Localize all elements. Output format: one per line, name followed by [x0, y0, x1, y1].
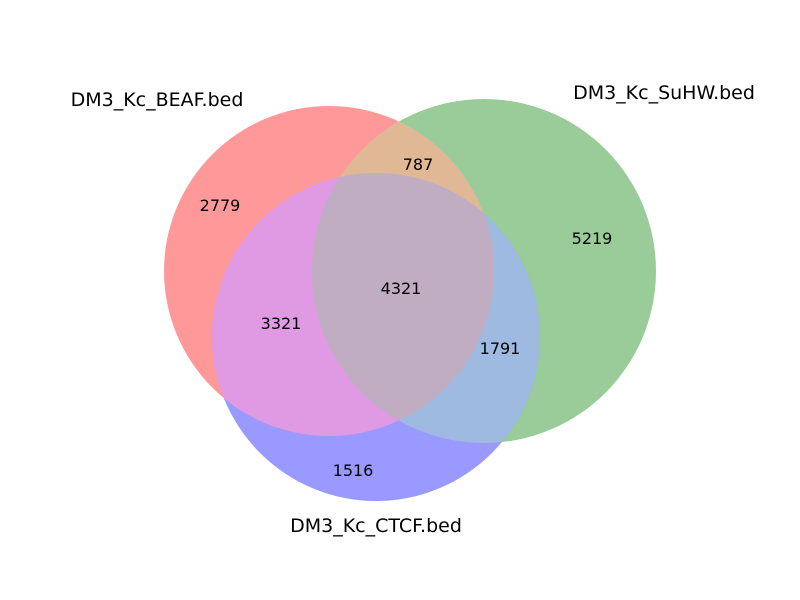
region-b-only-count: 5219: [572, 229, 613, 248]
region-a-only-count: 2779: [200, 196, 241, 215]
region-abc-count: 4321: [381, 279, 422, 298]
region-c-only-count: 1516: [333, 461, 374, 480]
region-bc-count: 1791: [480, 339, 521, 358]
region-ab-count: 787: [403, 155, 434, 174]
set-c-label: DM3_Kc_CTCF.bed: [290, 515, 462, 537]
region-ac-count: 3321: [261, 314, 302, 333]
set-b-label: DM3_Kc_SuHW.bed: [573, 82, 755, 104]
set-a-label: DM3_Kc_BEAF.bed: [71, 89, 244, 111]
